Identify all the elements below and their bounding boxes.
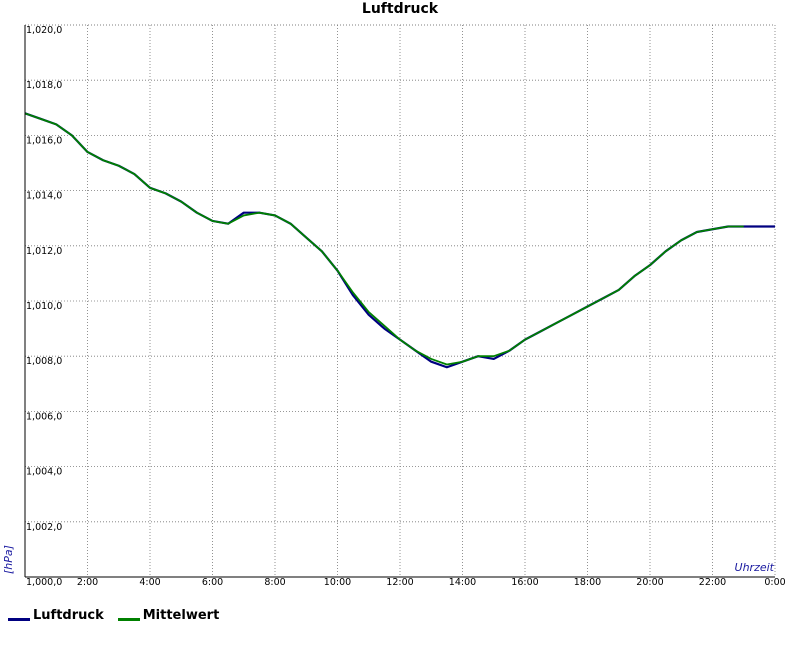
y-tick-label: 1,012,0 xyxy=(26,246,62,257)
x-tick-label: 16:00 xyxy=(511,577,538,588)
y-tick-label: 1,014,0 xyxy=(26,191,62,202)
x-tick-label: 6:00 xyxy=(202,577,223,588)
y-axis-label: [hPa] xyxy=(2,545,15,574)
x-tick-label: 2:00 xyxy=(77,577,98,588)
legend-label-luftdruck: Luftdruck xyxy=(33,608,104,623)
y-tick-label: 1,018,0 xyxy=(26,80,62,91)
y-tick-label: 1,006,0 xyxy=(26,411,62,422)
y-tick-label: 1,000,0 xyxy=(26,577,62,588)
y-tick-label: 1,010,0 xyxy=(26,301,62,312)
y-tick-label: 1,008,0 xyxy=(26,356,62,367)
x-axis-ticks: 2:00 4:00 6:00 8:00 10:00 12:00 14:00 16:00 18:0… xyxy=(77,577,786,588)
x-tick-label: 18:00 xyxy=(574,577,601,588)
x-tick-label: 4:00 xyxy=(139,577,160,588)
y-tick-label: 1,016,0 xyxy=(26,135,62,146)
legend-item-luftdruck: Luftdruck xyxy=(8,608,104,623)
series-line-mittelwert xyxy=(24,112,744,366)
x-tick-label: 8:00 xyxy=(264,577,285,588)
legend-label-mittelwert: Mittelwert xyxy=(142,608,220,623)
x-tick-label: 12:00 xyxy=(386,577,413,588)
x-axis-label: Uhrzeit xyxy=(735,561,775,574)
x-tick-label: 20:00 xyxy=(636,577,663,588)
y-tick-label: 1,002,0 xyxy=(26,522,62,533)
y-tick-label: 1,004,0 xyxy=(26,467,62,478)
series-layer xyxy=(24,112,775,369)
legend-swatch-mittelwert xyxy=(117,618,140,621)
x-tick-label: 10:00 xyxy=(324,577,351,588)
x-tick-label: 0:00 xyxy=(764,577,785,588)
grid xyxy=(25,24,776,577)
legend: Luftdruck Mittelwert xyxy=(8,608,233,623)
x-tick-label: 22:00 xyxy=(699,577,726,588)
y-axis-ticks: 1,000,0 1,002,0 1,004,0 1,006,0 1,008,0 1,010… xyxy=(26,25,62,588)
x-tick-label: 14:00 xyxy=(449,577,476,588)
legend-swatch-luftdruck xyxy=(8,618,30,621)
y-tick-label: 1,020,0 xyxy=(26,25,62,36)
legend-item-mittelwert: Mittelwert xyxy=(117,608,220,623)
chart-title: Luftdruck xyxy=(362,1,439,17)
